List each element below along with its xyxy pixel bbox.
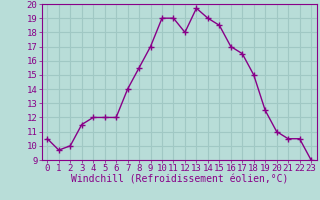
X-axis label: Windchill (Refroidissement éolien,°C): Windchill (Refroidissement éolien,°C) <box>70 175 288 185</box>
